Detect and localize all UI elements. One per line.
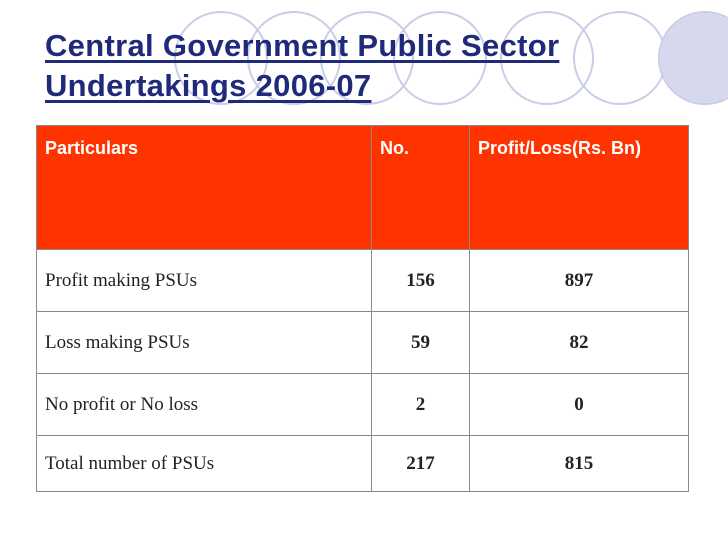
row-profit-loss: 815 (469, 435, 689, 492)
header-profit-loss: Profit/Loss(Rs. Bn) (469, 125, 689, 250)
psu-table: Particulars No. Profit/Loss(Rs. Bn) Prof… (36, 125, 689, 492)
deco-circle (393, 11, 487, 105)
row-profit-loss: 0 (469, 373, 689, 436)
row-profit-loss: 897 (469, 249, 689, 312)
row-particulars: Loss making PSUs (36, 311, 372, 374)
row-number: 156 (371, 249, 470, 312)
page-title-line-2: Undertakings 2006-07 (45, 68, 372, 103)
table-row: Loss making PSUs 59 82 (36, 311, 689, 374)
header-number: No. (371, 125, 470, 250)
deco-circle-filled (660, 13, 728, 103)
deco-circle (500, 11, 594, 105)
row-number: 59 (371, 311, 470, 374)
deco-circle (247, 11, 341, 105)
deco-circle (658, 11, 728, 105)
page-title: Central Government Public Sector Underta… (45, 26, 685, 106)
table-row: No profit or No loss 2 0 (36, 373, 689, 436)
deco-circle (174, 11, 268, 105)
table-row: Profit making PSUs 156 897 (36, 249, 689, 312)
page-title-line-1: Central Government Public Sector (45, 28, 560, 63)
table-header-row: Particulars No. Profit/Loss(Rs. Bn) (36, 125, 689, 250)
row-particulars: No profit or No loss (36, 373, 372, 436)
row-profit-loss: 82 (469, 311, 689, 374)
decorative-circles (174, 11, 728, 105)
row-particulars: Profit making PSUs (36, 249, 372, 312)
header-particulars: Particulars (36, 125, 372, 250)
deco-circle (320, 11, 414, 105)
row-particulars: Total number of PSUs (36, 435, 372, 492)
row-number: 2 (371, 373, 470, 436)
row-number: 217 (371, 435, 470, 492)
table-row-total: Total number of PSUs 217 815 (36, 435, 689, 492)
